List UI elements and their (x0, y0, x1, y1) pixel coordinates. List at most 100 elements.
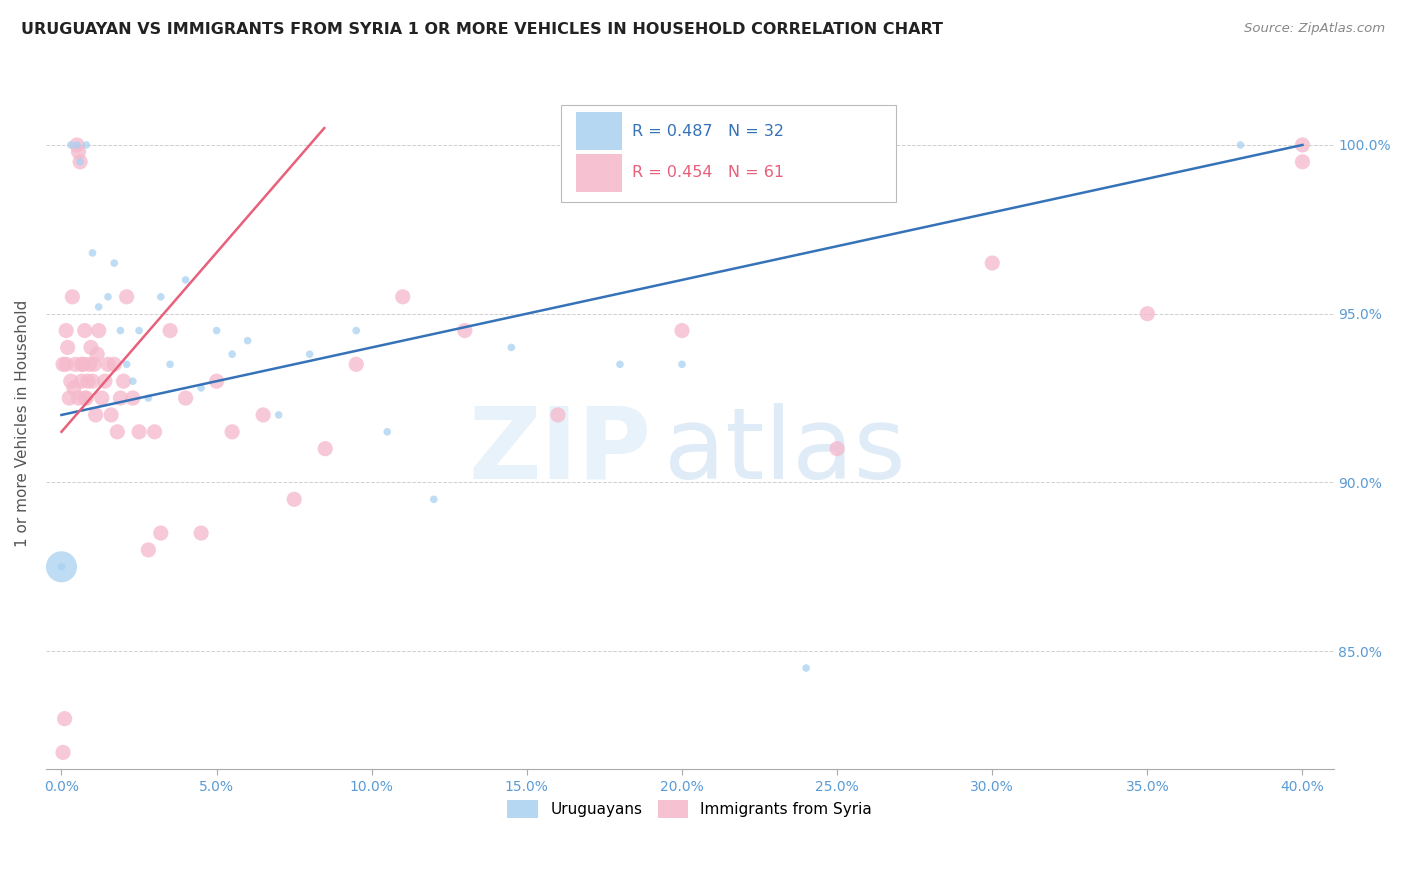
Point (1291, 154, 1313, 169)
Point (105, 425, 128, 439)
Point (56, 341, 79, 355)
Point (1291, 137, 1313, 152)
Point (375, 425, 398, 439)
Point (190, 381, 212, 395)
Point (58, 391, 80, 405)
Point (69, 154, 91, 169)
Point (128, 425, 150, 439)
Point (283, 492, 305, 507)
Point (149, 290, 172, 304)
FancyBboxPatch shape (576, 112, 621, 151)
Point (73, 391, 96, 405)
Point (344, 357, 367, 371)
Point (94, 374, 117, 388)
Text: R = 0.454   N = 61: R = 0.454 N = 61 (631, 165, 785, 180)
Point (149, 526, 172, 541)
Point (1229, 137, 1251, 152)
Point (221, 425, 243, 439)
Point (825, 442, 848, 456)
Point (205, 374, 228, 388)
Point (86, 347, 108, 361)
Point (252, 408, 274, 422)
Point (80, 341, 103, 355)
Point (314, 442, 336, 456)
Point (100, 408, 122, 422)
Point (73, 324, 96, 338)
Point (75, 137, 97, 152)
Point (67, 145, 90, 159)
Point (69, 154, 91, 169)
Point (87, 324, 110, 338)
Legend: Uruguayans, Immigrants from Syria: Uruguayans, Immigrants from Syria (502, 794, 879, 824)
Point (59, 137, 82, 152)
Point (501, 341, 523, 355)
Point (87, 300, 110, 314)
Text: ZIP: ZIP (468, 402, 651, 500)
Point (51, 559, 73, 574)
Point (66, 137, 89, 152)
Point (609, 357, 631, 371)
Point (221, 347, 243, 361)
Point (84, 408, 107, 422)
Point (794, 661, 817, 675)
Point (391, 290, 413, 304)
Point (190, 526, 212, 541)
Point (76, 374, 98, 388)
Point (112, 374, 135, 388)
Point (454, 324, 477, 338)
Point (66, 137, 89, 152)
Point (174, 391, 197, 405)
Point (63, 381, 86, 395)
Point (97, 290, 120, 304)
Point (138, 391, 160, 405)
Point (59, 374, 82, 388)
Point (75, 391, 97, 405)
Point (70, 374, 93, 388)
Point (72, 357, 94, 371)
Point (1136, 307, 1159, 321)
Point (547, 408, 569, 422)
Point (70, 357, 93, 371)
Point (53, 712, 76, 726)
Point (55, 324, 77, 338)
Point (82, 246, 104, 260)
Point (159, 324, 181, 338)
Point (205, 324, 228, 338)
Point (143, 425, 166, 439)
Point (671, 324, 693, 338)
Point (267, 408, 290, 422)
Point (115, 290, 138, 304)
FancyBboxPatch shape (576, 154, 621, 192)
Point (159, 357, 181, 371)
Point (298, 347, 321, 361)
Point (90, 391, 112, 405)
Point (236, 334, 259, 348)
Point (128, 324, 150, 338)
Point (344, 324, 367, 338)
Point (115, 357, 138, 371)
Point (671, 357, 693, 371)
Point (67, 391, 90, 405)
Point (52, 357, 75, 371)
Point (174, 273, 197, 287)
Point (55, 357, 77, 371)
Text: Source: ZipAtlas.com: Source: ZipAtlas.com (1244, 22, 1385, 36)
Point (121, 391, 143, 405)
Point (51, 559, 73, 574)
Point (121, 374, 143, 388)
Text: atlas: atlas (664, 402, 905, 500)
FancyBboxPatch shape (561, 105, 896, 202)
Point (97, 357, 120, 371)
Point (103, 256, 125, 270)
Point (65, 357, 87, 371)
Point (110, 324, 132, 338)
Point (138, 543, 160, 558)
Text: R = 0.487   N = 32: R = 0.487 N = 32 (631, 124, 783, 139)
Point (79, 357, 101, 371)
Point (83, 357, 105, 371)
Text: URUGUAYAN VS IMMIGRANTS FROM SYRIA 1 OR MORE VEHICLES IN HOUSEHOLD CORRELATION C: URUGUAYAN VS IMMIGRANTS FROM SYRIA 1 OR … (21, 22, 943, 37)
Y-axis label: 1 or more Vehicles in Household: 1 or more Vehicles in Household (15, 300, 30, 547)
Point (60, 290, 83, 304)
Point (981, 256, 1004, 270)
Point (110, 391, 132, 405)
